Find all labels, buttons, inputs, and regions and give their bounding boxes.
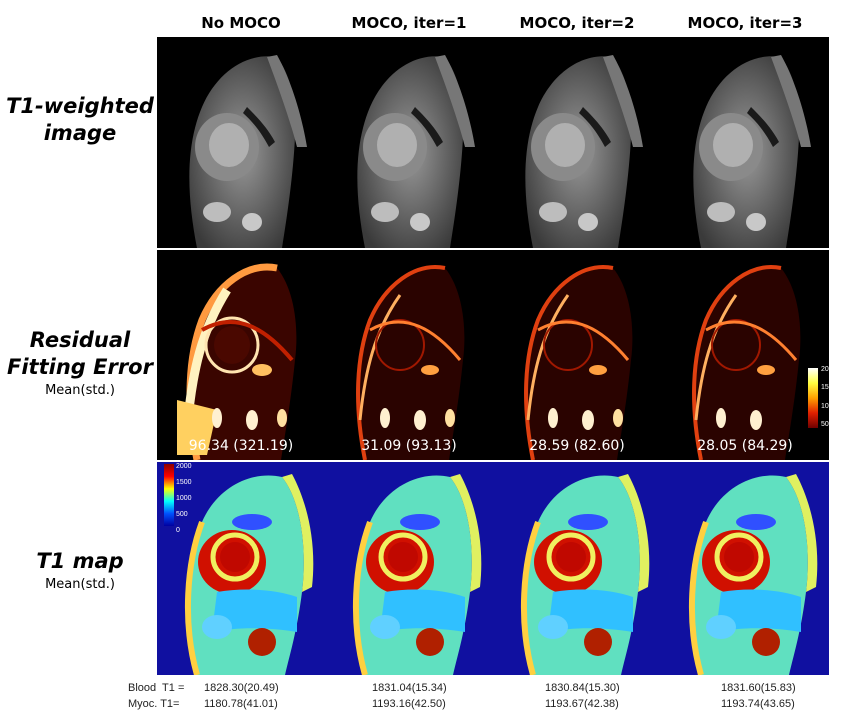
t1w-image-moco-iter1: [325, 37, 493, 248]
residual-colorbar-label-50: 50: [821, 421, 829, 428]
blood-t1-value-no-moco: 1828.30(20.49): [204, 682, 279, 694]
t1-colorbar-label-500: 500: [176, 511, 188, 518]
residual-colorbar-label-100: 100: [821, 403, 833, 410]
myoc-t1-value-moco-iter1: 1193.16(42.50): [372, 698, 446, 710]
residual-colorbar: [808, 368, 818, 428]
row-label-residual-line1: Residual: [29, 328, 131, 352]
t1w-image-moco-iter3: [661, 37, 829, 248]
myoc-t1-value-no-moco: 1180.78(41.01): [204, 698, 278, 710]
residual-colorbar-label-150: 150: [821, 384, 833, 391]
t1-colorbar-label-1000: 1000: [176, 495, 192, 502]
blood-t1-value-moco-iter3: 1831.60(15.83): [721, 682, 796, 694]
row-label-t1map-title: T1 map: [36, 549, 124, 573]
residual-map-moco-iter1: 31.09 (93.13): [325, 250, 493, 460]
t1-map-moco-iter2: [493, 462, 661, 675]
row-label-t1-weighted: T1-weighted image: [0, 93, 160, 147]
myoc-t1-label: Myoc. T1=: [128, 698, 180, 710]
row-label-residual-line2: Fitting Error: [7, 355, 153, 379]
column-title-moco-iter3: MOCO, iter=3: [687, 14, 803, 32]
row-label-t1-map: T1 map Mean(std.): [0, 548, 160, 592]
row-label-residual-subtitle: Mean(std.): [45, 383, 115, 398]
row-label-t1w-line2: image: [43, 121, 117, 145]
myoc-t1-value-moco-iter3: 1193.74(43.65): [721, 698, 795, 710]
column-title-no-moco: No MOCO: [201, 14, 281, 32]
t1-colorbar-label-0: 0: [176, 527, 180, 534]
residual-value-moco-iter3: 28.05 (84.29): [697, 438, 793, 454]
column-title-moco-iter2: MOCO, iter=2: [519, 14, 635, 32]
t1-map-no-moco: [157, 462, 325, 675]
blood-t1-value-moco-iter1: 1831.04(15.34): [372, 682, 447, 694]
residual-map-moco-iter2: 28.59 (82.60): [493, 250, 661, 460]
row-label-residual: Residual Fitting Error Mean(std.): [0, 327, 160, 398]
t1w-image-moco-iter2: [493, 37, 661, 248]
residual-value-no-moco: 96.34 (321.19): [188, 438, 294, 454]
residual-map-moco-iter3: 28.05 (84.29): [661, 250, 829, 460]
blood-t1-label: Blood T1 =: [128, 682, 185, 694]
t1w-image-no-moco: [157, 37, 325, 248]
residual-map-no-moco: 96.34 (321.19): [157, 250, 325, 460]
column-title-moco-iter1: MOCO, iter=1: [351, 14, 467, 32]
residual-value-moco-iter2: 28.59 (82.60): [529, 438, 625, 454]
t1-map-moco-iter1: [325, 462, 493, 675]
t1-map-moco-iter3: [661, 462, 829, 675]
row-label-t1w-line1: T1-weighted: [6, 94, 154, 118]
t1-colorbar-label-2000: 2000: [176, 463, 192, 470]
t1-colorbar-label-1500: 1500: [176, 479, 192, 486]
residual-colorbar-label-200: 200: [821, 366, 833, 373]
blood-t1-value-moco-iter2: 1830.84(15.30): [545, 682, 620, 694]
myoc-t1-value-moco-iter2: 1193.67(42.38): [545, 698, 619, 710]
t1-colorbar: [164, 464, 174, 526]
residual-value-moco-iter1: 31.09 (93.13): [361, 438, 457, 454]
row-label-t1map-subtitle: Mean(std.): [45, 577, 115, 592]
